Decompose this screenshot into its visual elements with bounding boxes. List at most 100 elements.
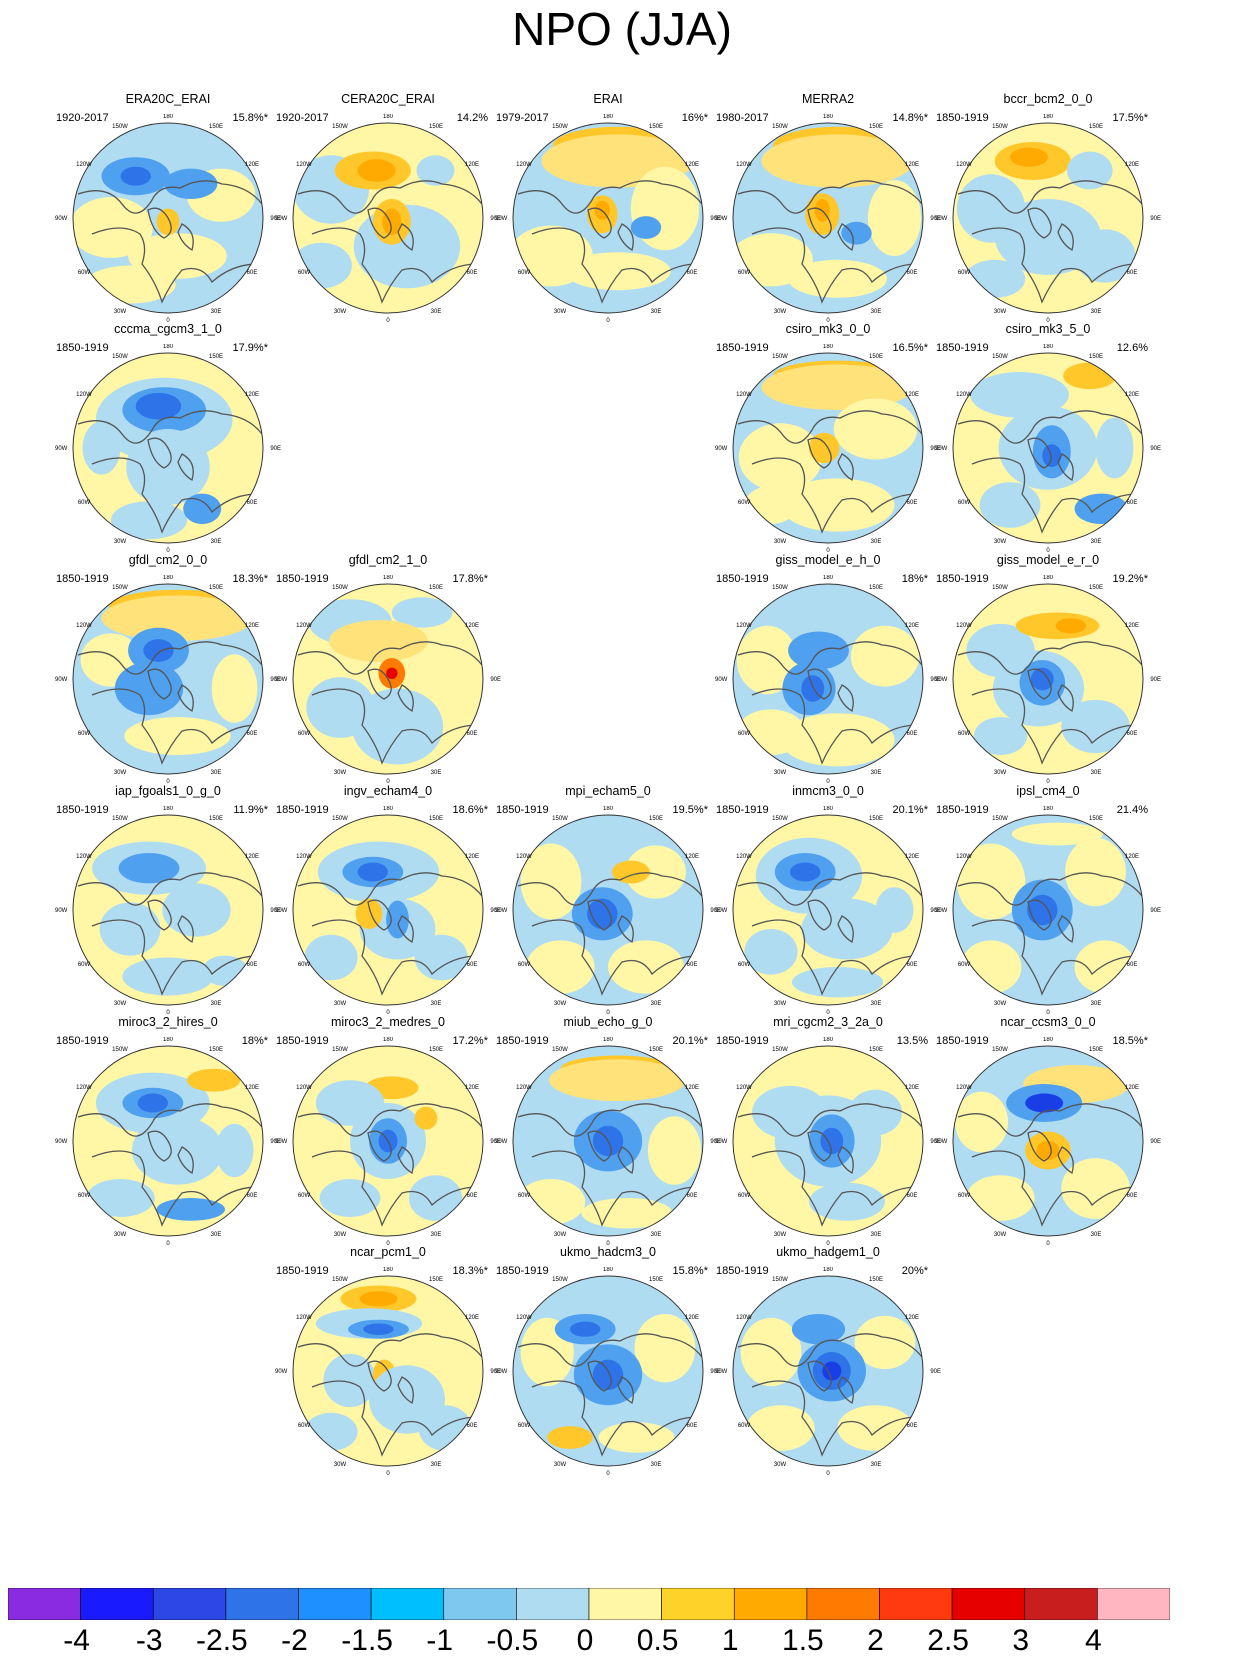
- panel-years: 1850-1919: [496, 804, 549, 816]
- label-90w: 90W: [275, 1369, 288, 1375]
- label-90w: 90W: [935, 446, 948, 452]
- panel-title: ukmo_hadgem1_0: [776, 1245, 880, 1259]
- anomaly-region: [215, 1123, 254, 1178]
- label-60e: 60E: [467, 1423, 478, 1429]
- colorbar-segment: [80, 1588, 154, 1620]
- label-120e: 120E: [245, 854, 259, 860]
- label-30w: 30W: [554, 1001, 567, 1007]
- panel-title: giss_model_e_h_0: [775, 553, 881, 567]
- label-60w: 60W: [298, 731, 311, 737]
- label-120w: 120W: [736, 1085, 752, 1091]
- polar-map: 180 0 90W 90E 150W 150E 120W 120E 60W 60E 30W 30E: [275, 114, 501, 322]
- label-60e: 60E: [1127, 962, 1138, 968]
- panel-variance-pct: 17.5%*: [1112, 112, 1148, 124]
- anomaly-region: [1027, 894, 1058, 926]
- anomaly-region: [382, 208, 402, 236]
- coastlines: [957, 410, 1143, 534]
- label-30w: 30W: [334, 1232, 347, 1238]
- panel-variance-pct: 19.2%*: [1112, 573, 1148, 585]
- coastlines: [957, 180, 1143, 304]
- label-60w: 60W: [738, 731, 751, 737]
- label-120e: 120E: [245, 623, 259, 629]
- panel-years: 1850-1919: [936, 342, 989, 354]
- label-90e: 90E: [490, 1369, 501, 1375]
- anomaly-region: [1042, 444, 1062, 467]
- figure-title: NPO (JJA): [512, 3, 732, 55]
- label-90e: 90E: [490, 677, 501, 683]
- panel-title: ipsl_cm4_0: [1016, 784, 1080, 798]
- panel-cccma_cgcm3_1_0: cccma_cgcm3_1_0 1850-1919 17.9%* 180 0 90W 90E…: [52, 322, 284, 552]
- anomaly-region: [414, 1106, 438, 1130]
- label-60w: 60W: [958, 1193, 971, 1199]
- label-120w: 120W: [956, 623, 972, 629]
- map-boundary: [512, 1045, 704, 1237]
- panel-title: MERRA2: [801, 92, 855, 106]
- anomaly-region: [549, 1059, 686, 1102]
- panel-ingv_echam4_0: ingv_echam4_0 1850-1919 18.6%* 180 0 90W 90E 15…: [272, 784, 504, 1014]
- label-90e: 90E: [710, 908, 721, 914]
- label-60e: 60E: [687, 1423, 698, 1429]
- panel-gfdl_cm2_0_0: gfdl_cm2_0_0 1850-1919 18.3%* 180 0 90W 90E 150…: [52, 553, 284, 783]
- anomaly-region: [1030, 667, 1054, 691]
- label-30w: 30W: [114, 309, 127, 315]
- colorbar-label: 0: [576, 1624, 594, 1657]
- anomaly-region: [128, 233, 227, 279]
- label-30e: 30E: [211, 539, 222, 545]
- panel-title: ncar_pcm1_0: [350, 1245, 426, 1259]
- anomaly-region: [1010, 147, 1048, 167]
- label-150w: 150W: [112, 354, 128, 360]
- label-90e: 90E: [1150, 677, 1161, 683]
- label-0: 0: [826, 1010, 830, 1014]
- panel-title: ERAI: [593, 92, 623, 106]
- label-90w: 90W: [495, 1369, 508, 1375]
- label-90e: 90E: [930, 446, 941, 452]
- colorbar-segment: [370, 1588, 445, 1620]
- label-30w: 30W: [114, 1001, 127, 1007]
- label-90e: 90E: [1150, 446, 1161, 452]
- label-60e: 60E: [467, 1193, 478, 1199]
- label-90w: 90W: [715, 1369, 728, 1375]
- coastlines: [297, 641, 483, 765]
- label-60w: 60W: [958, 962, 971, 968]
- anomaly-region: [1055, 618, 1086, 634]
- polar-map: 180 0 90W 90E 150W 150E 120W 120E 60W 60E 30W 30E: [275, 575, 501, 783]
- label-180: 180: [163, 114, 174, 120]
- label-120w: 120W: [76, 1085, 92, 1091]
- coastlines: [517, 1333, 703, 1457]
- anomaly-region: [408, 1175, 463, 1221]
- label-150w: 150W: [772, 1277, 788, 1283]
- label-90e: 90E: [270, 1139, 281, 1145]
- label-60w: 60W: [518, 1193, 531, 1199]
- anomaly-region: [625, 845, 686, 899]
- map-boundary: [732, 1045, 924, 1237]
- anomaly-region: [820, 1127, 844, 1155]
- label-150e: 150E: [649, 1047, 663, 1053]
- label-90w: 90W: [715, 677, 728, 683]
- label-90e: 90E: [490, 1139, 501, 1145]
- label-60w: 60W: [78, 962, 91, 968]
- polar-map: 180 0 90W 90E 150W 150E 120W 120E 60W 60E 30W 30E: [715, 114, 941, 322]
- label-120w: 120W: [956, 162, 972, 168]
- colorbar-segment: [588, 1588, 662, 1620]
- label-30w: 30W: [774, 1232, 787, 1238]
- label-150e: 150E: [429, 816, 443, 822]
- anomaly-region: [1074, 493, 1128, 524]
- panel-variance-pct: 20.1%*: [892, 804, 928, 816]
- label-60e: 60E: [1127, 500, 1138, 506]
- anomaly-region: [355, 898, 383, 929]
- label-0: 0: [606, 318, 610, 322]
- colorbar-segment: [733, 1588, 808, 1620]
- label-60e: 60E: [1127, 1193, 1138, 1199]
- anomaly-region: [964, 259, 1026, 298]
- label-0: 0: [386, 1010, 390, 1014]
- label-120e: 120E: [245, 1085, 259, 1091]
- anomaly-region: [736, 625, 798, 695]
- label-150e: 150E: [209, 816, 223, 822]
- anomaly-region: [867, 180, 922, 256]
- anomaly-region: [359, 1291, 398, 1307]
- panel-title: miroc3_2_medres_0: [331, 1015, 445, 1029]
- label-0: 0: [166, 1010, 170, 1014]
- anomaly-region: [970, 372, 1069, 418]
- label-180: 180: [823, 575, 834, 581]
- label-30w: 30W: [994, 1001, 1007, 1007]
